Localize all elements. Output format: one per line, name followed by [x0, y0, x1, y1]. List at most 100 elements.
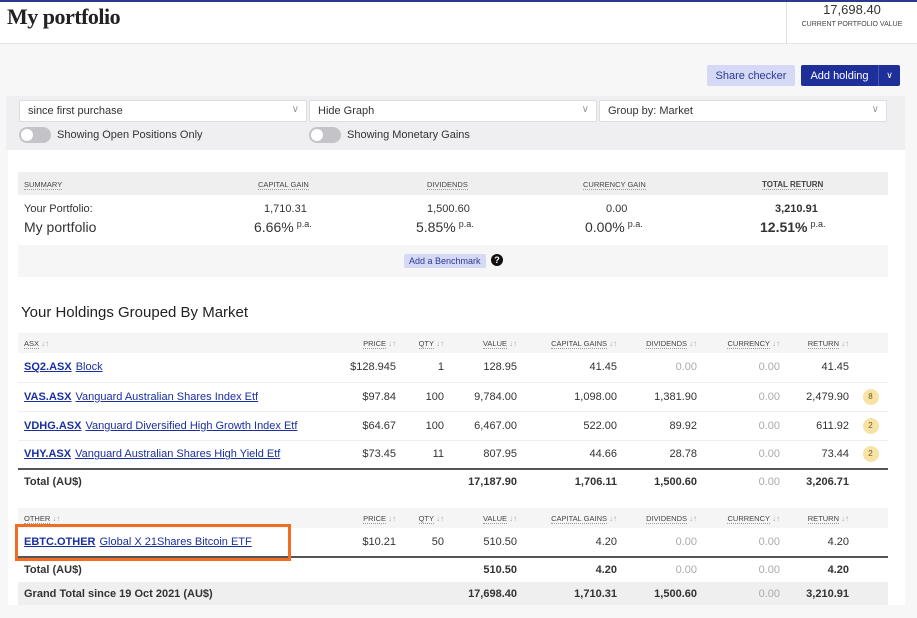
- toggle-switch[interactable]: [309, 127, 341, 143]
- chevron-down-icon: ∨: [886, 70, 893, 80]
- period-select[interactable]: since first purchase ∨: [19, 100, 307, 122]
- price-cell: $64.67: [345, 411, 400, 441]
- column-header-capital-gains[interactable]: CAPITAL GAINS ↓↑: [521, 508, 621, 528]
- sort-icon: ↓↑: [689, 338, 697, 348]
- filter-bar: since first purchase ∨ Hide Graph ∨ Group …: [6, 96, 905, 150]
- price-cell: $10.21: [345, 528, 400, 558]
- notification-badge[interactable]: 2: [862, 446, 879, 463]
- summary-table: SUMMARY CAPITAL GAIN DIVIDENDS CURRENCY …: [18, 172, 888, 277]
- dividends-cell: 0.00: [621, 353, 701, 383]
- dividends-cell: 28.78: [621, 440, 701, 470]
- holding-code-link[interactable]: EBTC.OTHER: [24, 536, 96, 548]
- holding-code-link[interactable]: VDHG.ASX: [24, 419, 82, 432]
- sort-icon: ↓↑: [52, 513, 61, 523]
- sort-icon: ↓↑: [841, 513, 849, 523]
- column-header-price[interactable]: PRICE ↓↑: [345, 333, 400, 353]
- price-cell: $97.84: [345, 382, 400, 412]
- open-positions-toggle[interactable]: Showing Open Positions Only: [19, 127, 203, 143]
- top-accent-bar: [0, 0, 917, 2]
- sort-icon: ↓↑: [509, 513, 517, 523]
- column-header-value[interactable]: VALUE ↓↑: [448, 508, 521, 528]
- column-header-currency[interactable]: CURRENCY ↓↑: [701, 508, 784, 528]
- return-cell: 41.45: [784, 353, 853, 383]
- column-header-currency[interactable]: CURRENCY ↓↑: [701, 333, 784, 353]
- capital-gains-cell: 522.00: [521, 411, 621, 441]
- column-header-qty[interactable]: QTY ↓↑: [400, 333, 448, 353]
- dividends-cell: 89.92: [621, 411, 701, 441]
- table-header: ASX ↓↑ PRICE ↓↑ QTY ↓↑ VALUE ↓↑ CAPITAL GAINS ↓↑ D…: [18, 333, 888, 353]
- help-icon[interactable]: ?: [491, 254, 503, 266]
- add-benchmark-button[interactable]: Add a Benchmark: [404, 254, 486, 268]
- graph-select[interactable]: Hide Graph ∨: [309, 100, 597, 122]
- sort-icon: ↓↑: [509, 338, 517, 348]
- column-header-market[interactable]: OTHER ↓↑: [18, 508, 345, 528]
- chevron-down-icon: ∨: [291, 104, 299, 115]
- toggle-label: Showing Open Positions Only: [57, 129, 203, 141]
- table-row: VDHG.ASX Vanguard Diversified High Growth…: [18, 411, 888, 441]
- currency-gain-header[interactable]: CURRENCY GAIN: [583, 180, 646, 190]
- summary-header: SUMMARY CAPITAL GAIN DIVIDENDS CURRENCY …: [18, 172, 888, 195]
- holdings-group-title: Your Holdings Grouped By Market: [21, 304, 249, 321]
- period-select-value: since first purchase: [28, 105, 123, 117]
- column-header-market[interactable]: ASX ↓↑: [18, 333, 345, 353]
- sort-icon: ↓↑: [772, 338, 780, 348]
- toggle-label: Showing Monetary Gains: [347, 129, 470, 141]
- column-header-dividends[interactable]: DIVIDENDS ↓↑: [621, 508, 701, 528]
- monetary-gains-toggle[interactable]: Showing Monetary Gains: [309, 127, 470, 143]
- sort-icon: ↓↑: [436, 513, 444, 523]
- qty-cell: 11: [400, 440, 448, 470]
- highlight-box: [15, 524, 291, 561]
- toggle-switch[interactable]: [19, 127, 51, 143]
- add-holding-button[interactable]: Add holding: [801, 65, 878, 86]
- add-holding-dropdown-button[interactable]: ∨: [878, 65, 900, 86]
- holding-code-link[interactable]: VHY.ASX: [24, 448, 72, 461]
- dividends-value: 1,500.60: [427, 203, 470, 215]
- total-label: Total (AU$): [18, 468, 448, 494]
- holding-name-link[interactable]: Vanguard Australian Shares High Yield Et…: [75, 448, 281, 461]
- summary-label: Your Portfolio:: [24, 203, 93, 215]
- summary-row: Your Portfolio: My portfolio 1,710.31 6.…: [18, 195, 888, 245]
- currency-gain-value: 0.00: [606, 203, 628, 215]
- capital-gain-header[interactable]: CAPITAL GAIN: [258, 180, 309, 190]
- currency-cell: 0.00: [701, 440, 784, 470]
- total-row: Total (AU$) 17,187.90 1,706.11 1,500.60 0.00…: [18, 468, 888, 494]
- return-cell: 4.20: [784, 528, 853, 558]
- grand-total-row: Grand Total since 19 Oct 2021 (AU$) 17,69…: [18, 582, 888, 605]
- group-select[interactable]: Group by: Market ∨: [599, 100, 887, 122]
- column-header-value[interactable]: VALUE ↓↑: [448, 333, 521, 353]
- column-header-price[interactable]: PRICE ↓↑: [345, 508, 400, 528]
- dividends-cell: 1,381.90: [621, 382, 701, 412]
- column-header-dividends[interactable]: DIVIDENDS ↓↑: [621, 333, 701, 353]
- column-header-qty[interactable]: QTY ↓↑: [400, 508, 448, 528]
- holding-name-link[interactable]: Block: [75, 361, 103, 374]
- portfolio-name: My portfolio: [24, 219, 97, 235]
- holding-code-link[interactable]: SQ2.ASX: [24, 361, 72, 374]
- qty-cell: 100: [400, 411, 448, 441]
- asx-holdings-table: ASX ↓↑ PRICE ↓↑ QTY ↓↑ VALUE ↓↑ CAPITAL GAINS ↓↑ D…: [18, 333, 888, 494]
- dividends-header[interactable]: DIVIDENDS: [427, 180, 468, 190]
- holding-name-link[interactable]: Vanguard Diversified High Growth Index E…: [85, 419, 298, 432]
- sort-icon: ↓↑: [388, 513, 396, 523]
- portfolio-value-label: CURRENT PORTFOLIO VALUE: [801, 21, 903, 28]
- sort-icon: ↓↑: [436, 338, 444, 348]
- return-cell: 73.44: [784, 440, 853, 470]
- qty-cell: 1: [400, 353, 448, 383]
- group-select-value: Group by: Market: [608, 105, 693, 117]
- holding-name-link[interactable]: Global X 21Shares Bitcoin ETF: [99, 536, 252, 548]
- table-row: VHY.ASX Vanguard Australian Shares High Y…: [18, 440, 888, 470]
- notification-badge[interactable]: 2: [862, 417, 879, 434]
- holding-name-link[interactable]: Vanguard Australian Shares Index Etf: [75, 390, 259, 403]
- share-checker-button[interactable]: Share checker: [707, 65, 795, 86]
- total-return-header[interactable]: TOTAL RETURN: [762, 180, 824, 190]
- column-header-return[interactable]: RETURN ↓↑: [784, 333, 853, 353]
- return-cell: 611.92: [784, 411, 853, 441]
- table-row: VAS.ASX Vanguard Australian Shares Index …: [18, 382, 888, 412]
- column-header-return[interactable]: RETURN ↓↑: [784, 508, 853, 528]
- holding-code-link[interactable]: VAS.ASX: [24, 390, 72, 403]
- price-cell: $128.945: [345, 353, 400, 383]
- table-header: OTHER ↓↑ PRICE ↓↑ QTY ↓↑ VALUE ↓↑ CAPITAL GAINS ↓…: [18, 508, 888, 528]
- column-header-capital-gains[interactable]: CAPITAL GAINS ↓↑: [521, 333, 621, 353]
- price-cell: $73.45: [345, 440, 400, 470]
- chevron-down-icon: ∨: [871, 104, 879, 115]
- notification-badge[interactable]: 8: [862, 388, 879, 405]
